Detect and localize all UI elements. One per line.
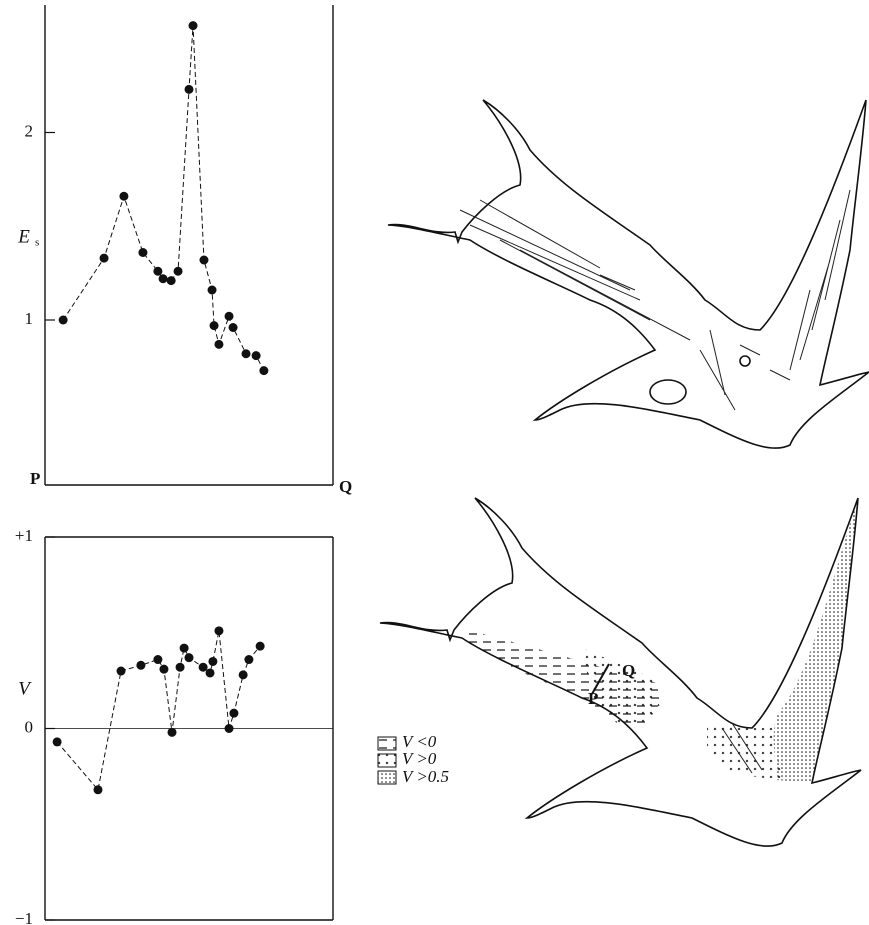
y-tick-label: +1	[15, 526, 33, 545]
point	[179, 643, 189, 653]
y-axis-label-subscript: s	[35, 237, 39, 249]
x-end-label: Q	[339, 477, 352, 496]
point	[214, 626, 224, 636]
point	[93, 785, 103, 795]
point	[52, 737, 62, 747]
point	[173, 266, 183, 276]
point	[199, 255, 209, 265]
map-label-p: P	[588, 689, 598, 708]
point	[167, 727, 177, 737]
x-start-label: P	[30, 469, 40, 488]
legend: V <0 V >0 V >0.5	[377, 732, 449, 786]
line	[62, 25, 265, 371]
point	[159, 664, 169, 674]
point	[224, 311, 234, 321]
legend-swatch	[377, 753, 397, 768]
point	[166, 276, 176, 286]
point	[224, 724, 234, 733]
point	[214, 339, 224, 349]
lower-cell-drawing	[379, 497, 862, 847]
point	[259, 366, 269, 376]
y-axis-label: V	[18, 678, 32, 699]
point	[255, 641, 265, 651]
point	[184, 653, 194, 663]
point	[228, 323, 238, 332]
legend-label: V >0	[402, 749, 437, 768]
point	[136, 660, 146, 670]
point	[241, 349, 251, 359]
y-tick-label: 2	[25, 121, 34, 140]
point	[184, 84, 194, 94]
line	[56, 630, 261, 791]
legend-swatch	[377, 770, 397, 785]
point	[209, 321, 219, 331]
legend-swatch	[377, 736, 397, 751]
point	[198, 662, 208, 672]
point	[188, 21, 198, 31]
y-axis-label: E	[17, 226, 30, 247]
point	[138, 248, 148, 257]
point	[116, 666, 126, 676]
point	[229, 708, 239, 718]
point	[238, 670, 248, 680]
point	[99, 253, 109, 263]
point	[251, 351, 261, 361]
point	[175, 662, 185, 672]
map-label-q: Q	[622, 661, 635, 680]
point	[244, 655, 254, 665]
legend-label: V >0.5	[402, 767, 449, 786]
point	[208, 656, 218, 666]
point	[207, 285, 217, 295]
point	[58, 315, 68, 325]
y-tick-label: 1	[25, 309, 34, 328]
y-tick-label: −1	[15, 909, 33, 925]
point	[205, 668, 215, 678]
legend-label: V <0	[402, 732, 437, 751]
upper-cell-drawing	[387, 99, 869, 449]
point	[119, 191, 129, 201]
point	[153, 655, 163, 665]
point	[158, 274, 168, 284]
y-tick-label: 0	[25, 717, 34, 736]
point	[153, 266, 163, 276]
